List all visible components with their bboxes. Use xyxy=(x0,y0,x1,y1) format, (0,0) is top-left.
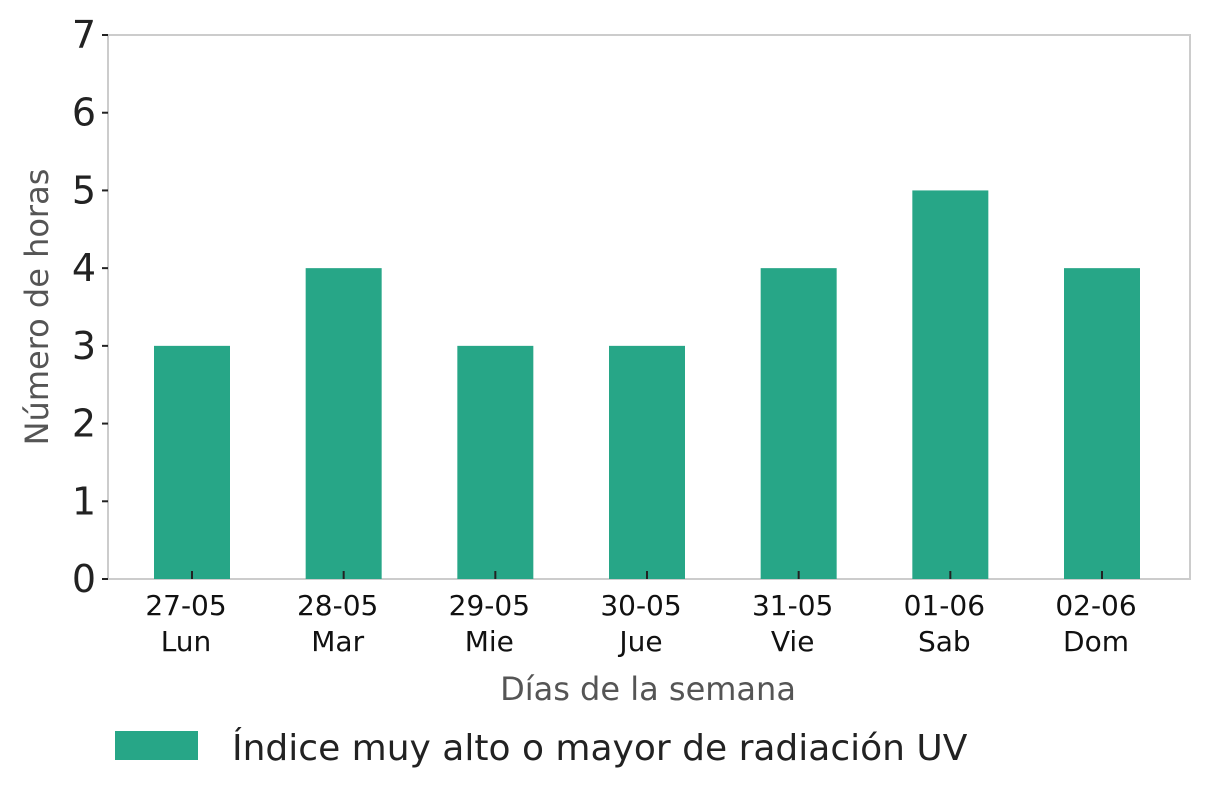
y-tick-label: 7 xyxy=(72,13,96,57)
legend-swatch xyxy=(115,731,198,760)
legend: Índice muy alto o mayor de radiación UV xyxy=(115,727,968,769)
x-tick-label-day: Vie xyxy=(771,625,815,658)
x-tick-label-day: Mie xyxy=(465,625,514,658)
bar xyxy=(609,345,685,579)
y-axis-ticks: 0 1 2 3 4 5 6 7 xyxy=(72,13,108,601)
bar xyxy=(1064,268,1140,579)
x-tick-label-date: 30-05 xyxy=(600,589,681,622)
y-tick-label: 5 xyxy=(72,168,96,212)
x-tick-label-date: 31-05 xyxy=(752,589,833,622)
bar xyxy=(760,268,837,579)
y-tick-label: 0 xyxy=(72,557,96,601)
y-tick-label: 1 xyxy=(72,479,96,523)
x-tick-label-day: Dom xyxy=(1063,625,1129,658)
y-tick-label: 3 xyxy=(72,324,96,368)
y-tick-label: 6 xyxy=(72,91,96,135)
x-tick-label-date: 29-05 xyxy=(449,589,530,622)
bar xyxy=(305,268,382,579)
bars-group xyxy=(154,190,1140,579)
y-tick-label: 2 xyxy=(72,402,96,446)
x-tick-label-date: 01-06 xyxy=(904,589,985,622)
x-tick-label-date: 02-06 xyxy=(1055,589,1136,622)
bar xyxy=(154,345,230,579)
x-tick-label-day: Jue xyxy=(617,625,662,658)
x-tick-label-day: Lun xyxy=(161,625,212,658)
x-tick-label-day: Mar xyxy=(311,625,364,658)
legend-label: Índice muy alto o mayor de radiación UV xyxy=(232,727,968,769)
y-tick-label: 4 xyxy=(72,246,96,290)
x-axis-label: Días de la semana xyxy=(500,670,796,708)
bar xyxy=(912,190,989,579)
bar xyxy=(457,345,534,579)
x-tick-label-day: Sab xyxy=(918,625,971,658)
x-tick-label-date: 27-05 xyxy=(145,589,226,622)
y-axis-label: Número de horas xyxy=(18,169,56,446)
x-tick-label-date: 28-05 xyxy=(297,589,378,622)
